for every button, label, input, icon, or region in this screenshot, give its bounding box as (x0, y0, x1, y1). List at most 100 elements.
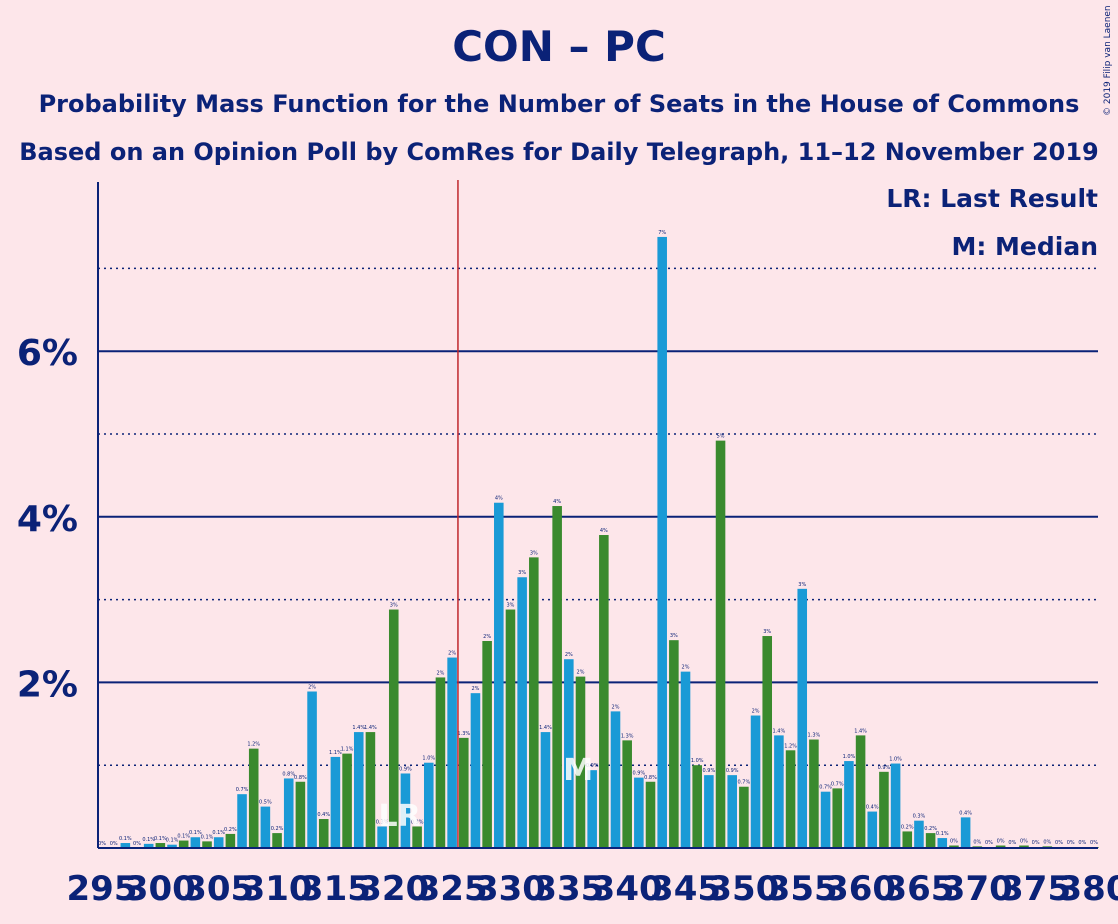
bar (529, 557, 539, 848)
bar-value-label: 0.1% (142, 837, 155, 843)
median-marker: M (563, 753, 593, 788)
bar-value-label: 0.3% (411, 819, 424, 825)
bar (155, 843, 166, 848)
bar (482, 641, 492, 848)
bar-value-label: 2% (308, 685, 316, 691)
bar-value-label: 1.4% (773, 728, 786, 734)
bar-value-label: 1.3% (808, 733, 821, 739)
bar (330, 756, 341, 848)
y-tick-label: 4% (17, 499, 78, 540)
bar-value-label: 1.4% (352, 725, 365, 731)
bar (237, 794, 247, 848)
bar (295, 781, 306, 848)
bar-value-label: 0.9% (726, 768, 739, 774)
bar-value-label: 0% (1008, 840, 1016, 846)
bar (645, 781, 656, 848)
bar-value-label: 0.8% (282, 771, 295, 777)
bar (610, 711, 621, 848)
bar-value-label: 0.2% (224, 827, 237, 833)
bar-value-label: 0.1% (212, 830, 225, 836)
bar-value-label: 2% (483, 634, 491, 640)
bar (470, 693, 481, 848)
bar-value-label: 4% (553, 499, 561, 505)
legend-last-result: LR: Last Result (886, 184, 1098, 213)
bar-value-label: 0% (110, 841, 118, 847)
bar (727, 775, 737, 848)
bar-value-label: 3% (530, 550, 538, 556)
bar-value-label: 0.8% (294, 775, 307, 781)
bar (435, 677, 446, 848)
bar (283, 778, 294, 848)
bar-value-label: 2% (448, 651, 456, 657)
bar (669, 640, 679, 848)
bar (634, 777, 644, 848)
bar-value-label: 1.4% (539, 725, 552, 731)
bar-value-label: 1.1% (341, 747, 354, 753)
bar-value-label: 0.7% (831, 781, 844, 787)
bar-value-label: 5% (717, 434, 725, 440)
bar-value-label: 0% (1020, 839, 1028, 845)
bar-value-label: 0% (973, 839, 981, 845)
bar (552, 506, 562, 848)
bar-value-label: 0.7% (738, 780, 751, 786)
bar (739, 786, 749, 848)
bar-value-label: 0% (1032, 840, 1040, 846)
bar-value-label: 1.4% (364, 725, 377, 731)
bar-value-label: 0.5% (259, 800, 272, 806)
bar-value-label: 0.3% (376, 819, 389, 825)
chart-subtitle: Probability Mass Function for the Number… (38, 90, 1080, 118)
bar (120, 843, 131, 848)
bar-value-label: 0.2% (924, 826, 937, 832)
x-tick-label: 350 (708, 869, 779, 909)
bar-value-label: 0.9% (632, 771, 645, 777)
bar (190, 837, 201, 848)
x-tick-label: 360 (825, 869, 896, 909)
bar-value-label: 0.4% (959, 810, 972, 816)
bar-value-label: 2% (612, 704, 620, 710)
bar (365, 732, 376, 848)
bar (225, 833, 236, 848)
bar (587, 770, 597, 848)
bar (925, 833, 936, 848)
bar (715, 440, 726, 848)
bar-value-label: 1.3% (621, 733, 634, 739)
x-tick-label: 305 (183, 869, 254, 909)
bar (353, 732, 364, 848)
bar (248, 748, 259, 848)
bar (762, 636, 773, 848)
bar-value-label: 0% (133, 841, 141, 847)
bar (820, 791, 831, 848)
bar (213, 837, 224, 848)
bar-value-label: 0.1% (166, 838, 179, 844)
bar-value-label: 3% (763, 629, 771, 635)
bar-value-label: 1.3% (457, 731, 470, 737)
bar-value-label: 1.0% (691, 758, 704, 764)
bar-value-label: 0% (950, 839, 958, 845)
poll-source: Based on an Opinion Poll by ComRes for D… (19, 138, 1099, 166)
bar-value-label: 0% (1043, 839, 1051, 845)
bar-value-label: 1.4% (854, 728, 867, 734)
bar-value-label: 2% (436, 670, 444, 676)
bar-value-label: 0.7% (236, 787, 249, 793)
bar-value-label: 3% (798, 582, 806, 588)
bar (167, 844, 177, 848)
bar (1019, 845, 1029, 848)
y-tick-label: 6% (17, 333, 78, 374)
bar (318, 819, 329, 848)
x-tick-label: 345 (650, 869, 721, 909)
bar (307, 691, 317, 848)
bar-value-label: 0% (1055, 840, 1063, 846)
x-tick-label: 295 (67, 869, 138, 909)
bar (272, 833, 282, 848)
copyright-notice: © 2019 Filip van Laenen (1103, 6, 1113, 116)
bar-value-label: 0.9% (878, 765, 891, 771)
bar (517, 577, 527, 848)
x-tick-label: 315 (300, 869, 371, 909)
bar-value-label: 1.0% (843, 754, 856, 760)
bar-value-label: 0.4% (317, 812, 330, 818)
bar (785, 750, 796, 848)
bar (575, 676, 586, 848)
bar (914, 820, 924, 848)
bar (657, 236, 667, 848)
